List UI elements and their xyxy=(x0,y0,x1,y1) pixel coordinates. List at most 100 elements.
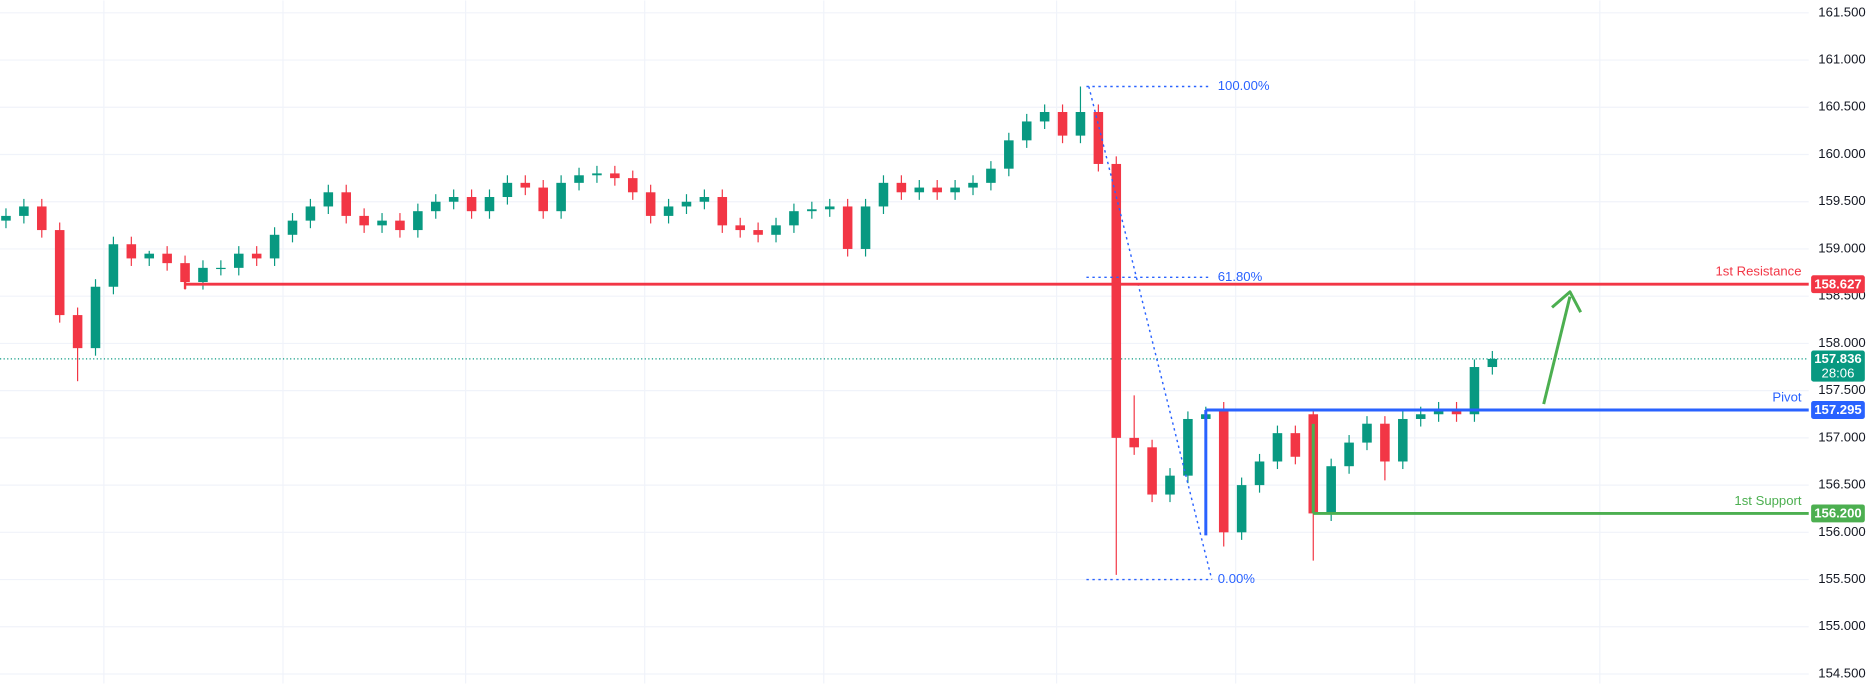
candle-body xyxy=(1254,461,1265,486)
candle-body xyxy=(72,315,83,349)
y-tick-label: 156.000 xyxy=(1818,524,1865,539)
candle-body xyxy=(699,197,710,202)
candle-body xyxy=(735,225,745,231)
candle-body xyxy=(824,206,835,210)
level-value: 156.200 xyxy=(1814,505,1861,520)
candle-body xyxy=(1021,121,1032,141)
candle-body xyxy=(950,187,960,193)
candle-body xyxy=(1290,433,1301,457)
candle-body xyxy=(19,206,29,216)
candle-body xyxy=(1344,442,1354,467)
candle-body xyxy=(1,215,11,221)
level-badge xyxy=(1811,401,1865,419)
level-value: 158.627 xyxy=(1814,276,1861,291)
candle-body xyxy=(789,211,799,226)
candle-body xyxy=(771,225,781,235)
candle-body xyxy=(1380,423,1390,462)
candle-body xyxy=(1129,437,1139,448)
candle-body xyxy=(1111,163,1122,438)
level-name: Pivot xyxy=(1772,390,1802,405)
candle-body xyxy=(807,209,817,212)
candle-body xyxy=(1415,414,1426,419)
candle-body xyxy=(54,230,65,316)
candle-body xyxy=(663,206,674,216)
candle-body xyxy=(1147,447,1157,495)
candle-body xyxy=(269,234,280,259)
candle-body xyxy=(323,192,334,207)
candle-body xyxy=(610,173,620,179)
candle-body xyxy=(287,220,298,235)
candle-body xyxy=(216,267,226,270)
projection-arrow xyxy=(1542,296,1572,405)
candle-body xyxy=(484,197,495,212)
candle-body xyxy=(1075,112,1086,136)
candle-body xyxy=(968,182,978,188)
fib-label: 0.00% xyxy=(1218,571,1256,586)
candle-body xyxy=(717,197,728,226)
candle-body xyxy=(144,253,155,259)
level-name: 1st Support xyxy=(1734,493,1801,508)
candle-body xyxy=(413,211,423,231)
y-tick-label: 159.000 xyxy=(1818,240,1865,255)
candle-body xyxy=(753,230,763,235)
fib-label: 61.80% xyxy=(1218,269,1263,284)
candle-body xyxy=(377,220,387,226)
candle-body xyxy=(180,263,190,283)
y-tick-label: 154.500 xyxy=(1818,665,1865,680)
candle-body xyxy=(556,182,566,212)
candle-body xyxy=(574,175,584,183)
candle-body xyxy=(430,201,441,212)
level-badge xyxy=(1811,275,1865,294)
y-tick-label: 157.500 xyxy=(1818,382,1865,397)
candle-body xyxy=(341,192,351,216)
candle-body xyxy=(627,178,638,193)
candle-body xyxy=(1451,409,1462,415)
candle-body xyxy=(592,173,602,176)
projection-arrowhead xyxy=(1551,290,1583,313)
level-value: 157.295 xyxy=(1814,402,1861,417)
candle-body xyxy=(914,187,925,193)
candle-body xyxy=(520,182,531,188)
price-countdown: 28:06 xyxy=(1822,365,1855,380)
candle-body xyxy=(1487,358,1498,368)
candle-body xyxy=(878,182,889,207)
candle-body xyxy=(1272,433,1283,462)
y-tick-label: 155.500 xyxy=(1818,571,1865,586)
y-tick-label: 158.000 xyxy=(1818,335,1865,350)
y-tick-label: 160.000 xyxy=(1818,146,1865,161)
candle-body xyxy=(1057,112,1068,136)
candle-body xyxy=(681,201,692,207)
candle-body xyxy=(1183,418,1193,476)
candle-body xyxy=(466,197,477,212)
candle-body xyxy=(896,182,907,193)
candle-body xyxy=(1469,367,1480,415)
candle-body xyxy=(1004,140,1014,169)
candle-body xyxy=(1326,466,1336,514)
y-tick-label: 160.500 xyxy=(1818,99,1865,114)
y-tick-label: 161.000 xyxy=(1818,52,1865,67)
candle-body xyxy=(305,206,316,221)
candle-body xyxy=(359,215,369,226)
candle-body xyxy=(126,244,137,259)
candle-body xyxy=(251,253,262,259)
candle-body xyxy=(395,220,405,231)
candle-body xyxy=(1433,409,1444,415)
vertical-grid xyxy=(103,0,1601,684)
candle-body xyxy=(860,206,871,249)
candle-body xyxy=(986,168,996,183)
candle-body xyxy=(1236,485,1247,533)
candle-body xyxy=(502,182,513,198)
fib-label: 100.00% xyxy=(1218,78,1270,93)
candle-body xyxy=(162,253,172,264)
candle-body xyxy=(842,206,853,249)
candle-body xyxy=(448,197,459,202)
price-badge xyxy=(1811,350,1865,382)
candle-body xyxy=(1093,112,1104,164)
fib-trend xyxy=(1088,86,1213,580)
level-name: 1st Resistance xyxy=(1715,264,1801,279)
candle-body xyxy=(1039,112,1050,122)
candle-body xyxy=(1218,409,1229,533)
y-tick-label: 155.000 xyxy=(1818,618,1865,633)
